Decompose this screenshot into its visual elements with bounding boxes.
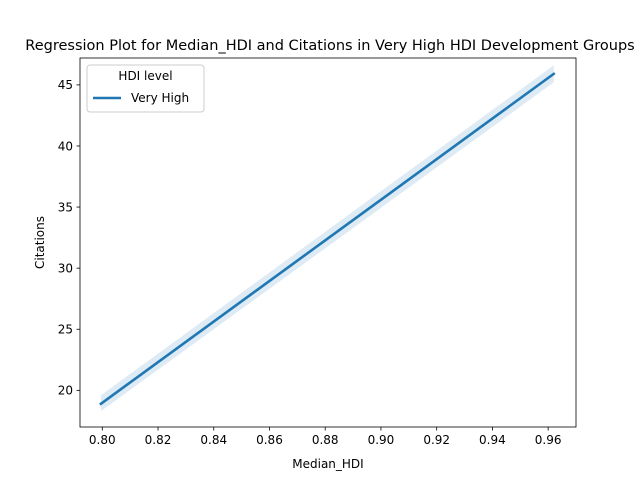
x-axis: 0.80 0.82 0.84 0.86 0.88 0.90 0.92 0.94 0.96 (89, 427, 562, 447)
x-tick-label: 0.94 (479, 433, 506, 447)
x-tick-label: 0.82 (145, 433, 172, 447)
y-axis: 20 25 30 35 40 45 (58, 78, 80, 398)
y-axis-label: Citations (33, 216, 47, 269)
axes-frame (79, 57, 577, 428)
chart-title: Regression Plot for Median_HDI and Citat… (25, 38, 634, 54)
legend-title: HDI level (118, 69, 172, 83)
legend-box (86, 64, 205, 113)
x-tick-label: 0.88 (312, 433, 339, 447)
x-tick-label: 0.84 (200, 433, 227, 447)
regression-line-very-high (99, 72, 556, 406)
y-tick-label: 25 (58, 323, 73, 337)
x-axis-label: Median_HDI (292, 457, 363, 471)
x-tick-label: 0.92 (423, 433, 450, 447)
legend-label-very-high: Very High (131, 91, 189, 105)
legend: HDI level Very High (86, 64, 205, 113)
x-tick-label: 0.80 (89, 433, 116, 447)
y-tick-label: 45 (58, 78, 73, 92)
plot-area (99, 65, 556, 412)
x-tick-label: 0.86 (256, 433, 283, 447)
y-tick-label: 35 (58, 200, 73, 214)
x-tick-label: 0.90 (368, 433, 395, 447)
y-tick-label: 20 (58, 384, 73, 398)
y-tick-label: 30 (58, 261, 73, 275)
y-tick-label: 40 (58, 139, 73, 153)
x-tick-label: 0.96 (535, 433, 562, 447)
